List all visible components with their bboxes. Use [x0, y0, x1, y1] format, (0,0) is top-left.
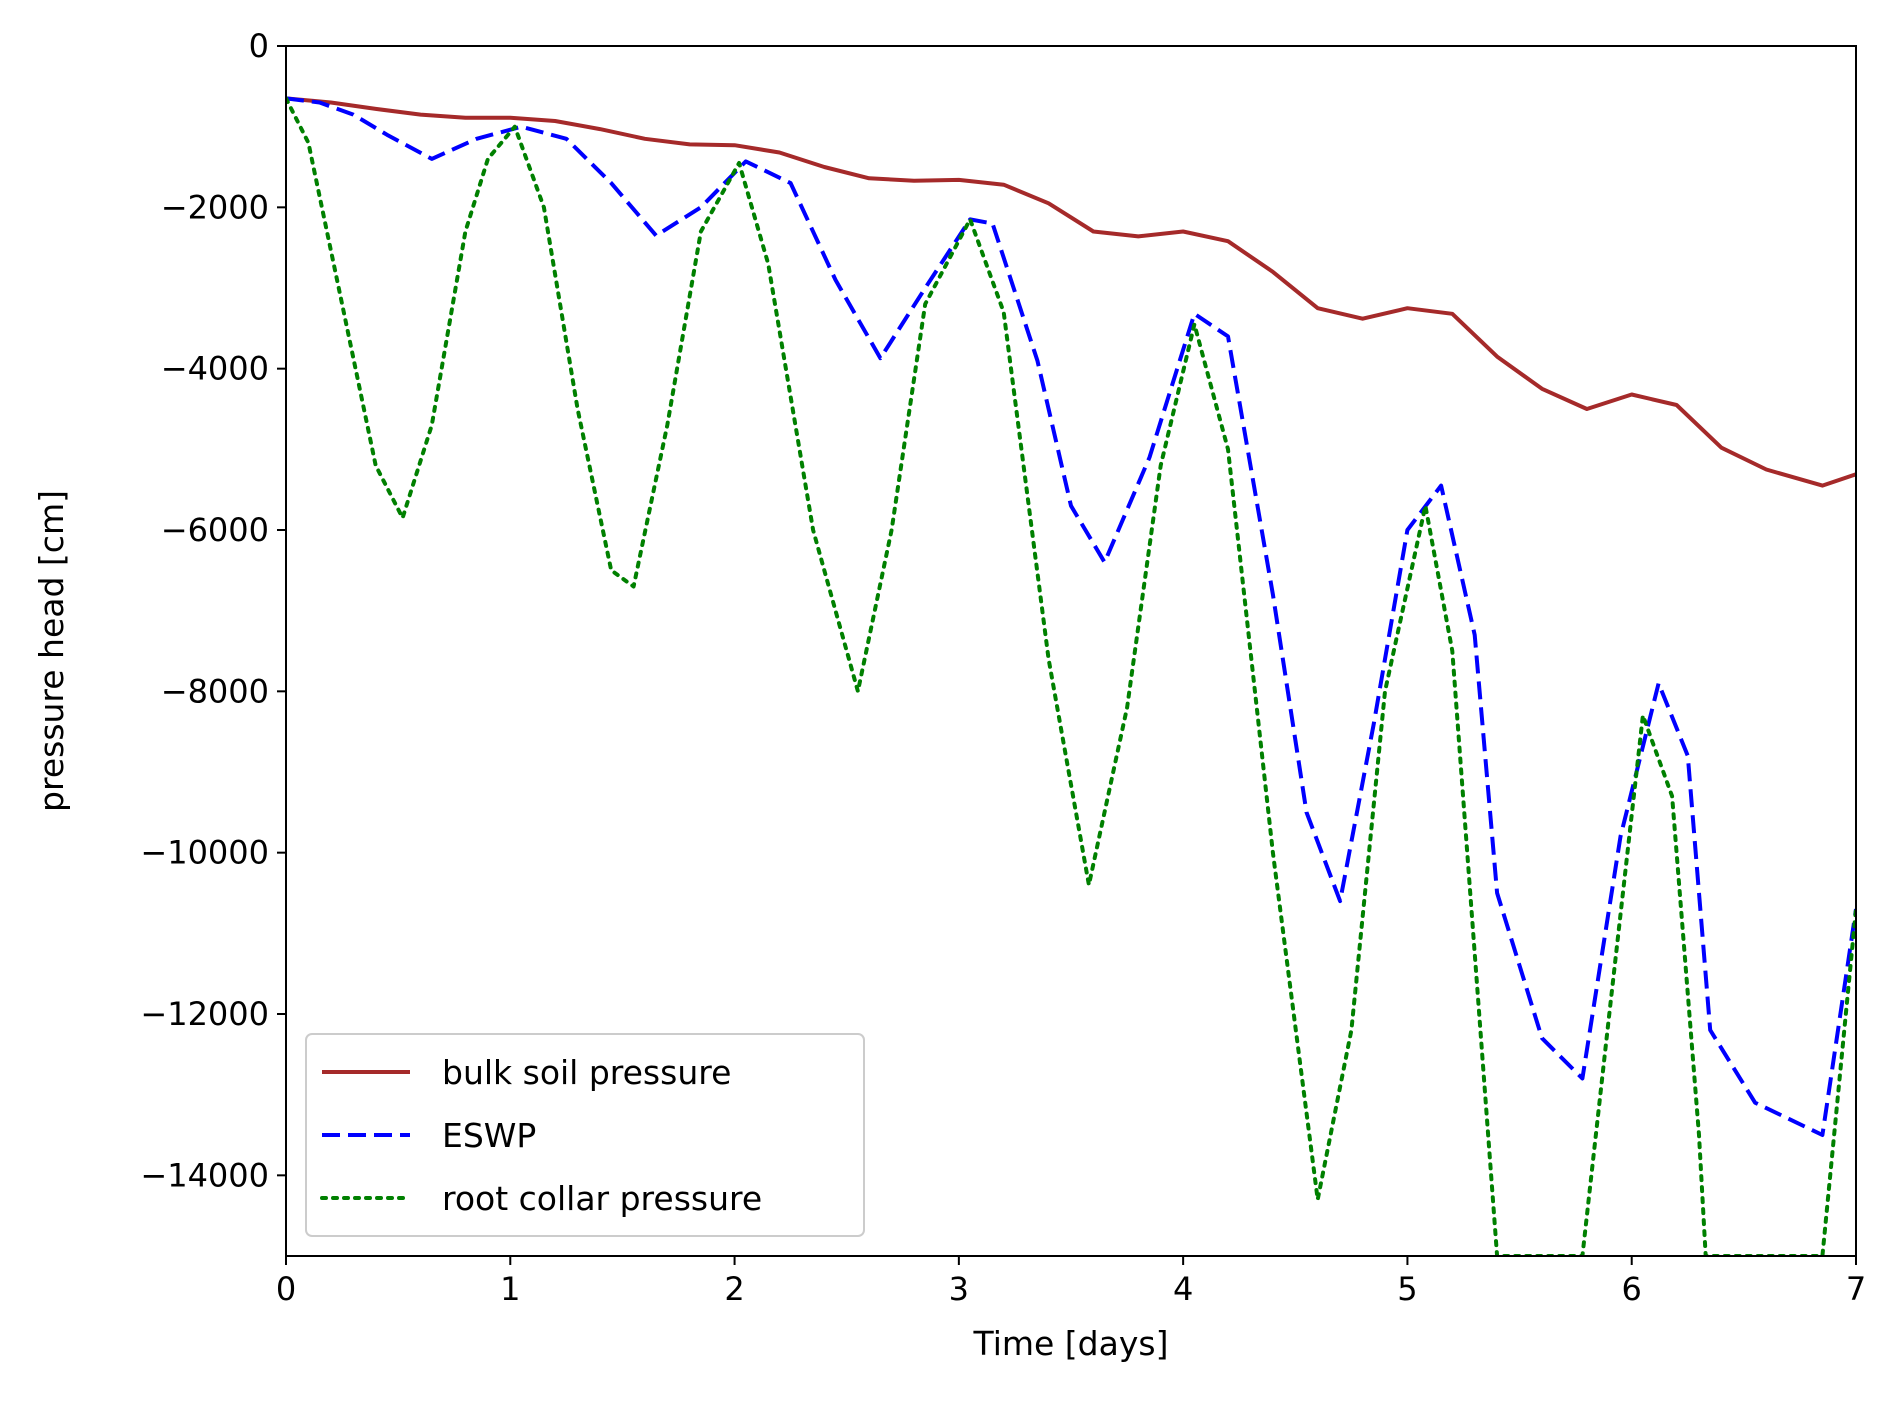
legend-label: ESWP	[442, 1116, 536, 1155]
x-tick-label: 0	[276, 1270, 296, 1308]
y-tick-label: −2000	[161, 188, 269, 226]
y-tick-label: −12000	[140, 995, 269, 1033]
y-tick-label: −6000	[161, 511, 269, 549]
y-tick-label: −8000	[161, 672, 269, 710]
x-tick-label: 7	[1846, 1270, 1866, 1308]
x-axis: 0 1 2 3 4 5 6 7	[276, 1256, 1866, 1308]
series-line-root-collar-pressure	[286, 96, 1856, 1256]
x-axis-label: Time [days]	[973, 1324, 1169, 1363]
y-tick-label: 0	[249, 27, 269, 65]
y-tick-label: −10000	[140, 834, 269, 872]
y-tick-label: −4000	[161, 350, 269, 388]
legend-box	[305, 1033, 865, 1237]
legend: bulk soil pressure ESWP root collar pressu…	[305, 1033, 865, 1237]
series-line-bulk-soil-pressure	[286, 96, 1856, 488]
x-tick-label: 5	[1397, 1270, 1417, 1308]
legend-label: bulk soil pressure	[442, 1053, 731, 1092]
legend-label: root collar pressure	[442, 1179, 762, 1218]
x-tick-label: 1	[500, 1270, 520, 1308]
x-tick-label: 3	[949, 1270, 969, 1308]
x-tick-label: 6	[1622, 1270, 1642, 1308]
y-axis: 0 −2000 −4000 −6000 −8000 −10000 −12000 −14000	[140, 27, 286, 1194]
plot-frame	[285, 45, 1857, 1257]
x-tick-label: 4	[1173, 1270, 1193, 1308]
series-line-eswp	[286, 96, 1856, 1137]
x-tick-label: 2	[724, 1270, 744, 1308]
y-tick-label: −14000	[140, 1156, 269, 1194]
series-layer	[286, 96, 1856, 1256]
y-axis-label: pressure head [cm]	[32, 490, 71, 812]
